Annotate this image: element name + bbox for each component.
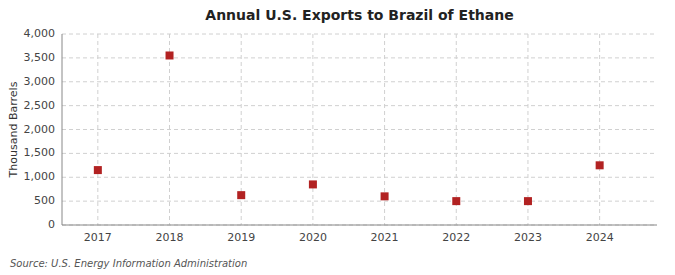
- x-tick-label: 2018: [156, 231, 184, 244]
- grid: [62, 34, 657, 225]
- y-axis-line: [62, 34, 63, 225]
- y-grid-line: [62, 201, 657, 202]
- y-grid-line: [62, 225, 657, 226]
- y-grid-line: [62, 105, 657, 106]
- y-grid-line: [62, 153, 657, 154]
- y-grid-line: [62, 129, 657, 130]
- point: [524, 197, 532, 205]
- x-tick-label: 2024: [586, 231, 614, 244]
- x-tick-label: 2022: [442, 231, 470, 244]
- chart-container: 0 500 1,000 1,500 2,000 2,500 3,000 3,500 4,000 2…: [0, 0, 675, 275]
- y-tick-label: 1,500: [24, 146, 56, 159]
- x-tick-label: 2019: [227, 231, 255, 244]
- x-grid-line: [456, 34, 457, 225]
- y-tick-label: 2,000: [24, 123, 56, 136]
- point: [452, 197, 460, 205]
- source-note: Source: U.S. Energy Information Administ…: [10, 258, 247, 269]
- axes: 0 500 1,000 1,500 2,000 2,500 3,000 3,500 4,000 2…: [24, 27, 658, 244]
- point: [237, 191, 245, 199]
- x-grid-line: [599, 34, 600, 225]
- point: [166, 51, 174, 59]
- y-grid-line: [62, 81, 657, 82]
- x-tick-label: 2021: [371, 231, 399, 244]
- point: [381, 192, 389, 200]
- y-grid-line: [62, 177, 657, 178]
- y-tick-label: 3,000: [24, 75, 56, 88]
- x-grid-line: [312, 34, 313, 225]
- chart: 0 500 1,000 1,500 2,000 2,500 3,000 3,500 4,000 2…: [0, 0, 675, 275]
- y-tick-label: 500: [34, 194, 55, 207]
- y-grid-line: [62, 57, 657, 58]
- x-grid-line: [527, 34, 528, 225]
- points: [94, 51, 604, 205]
- y-axis-label: Thousand Barrels: [7, 81, 20, 178]
- x-axis-line: [62, 225, 657, 226]
- x-tick-label: 2023: [514, 231, 542, 244]
- y-tick-label: 2,500: [24, 99, 56, 112]
- y-tick-label: 0: [48, 218, 55, 231]
- x-tick-label: 2020: [299, 231, 327, 244]
- y-tick-label: 3,500: [24, 51, 56, 64]
- y-tick-label: 1,000: [24, 170, 56, 183]
- x-grid-line: [97, 34, 98, 225]
- point: [309, 180, 317, 188]
- point: [94, 166, 102, 174]
- y-tick-label: 4,000: [24, 27, 56, 40]
- x-tick-label: 2017: [84, 231, 112, 244]
- x-grid-line: [169, 34, 170, 225]
- point: [596, 161, 604, 169]
- title: Annual U.S. Exports to Brazil of Ethane: [205, 7, 513, 23]
- y-grid-line: [62, 34, 657, 35]
